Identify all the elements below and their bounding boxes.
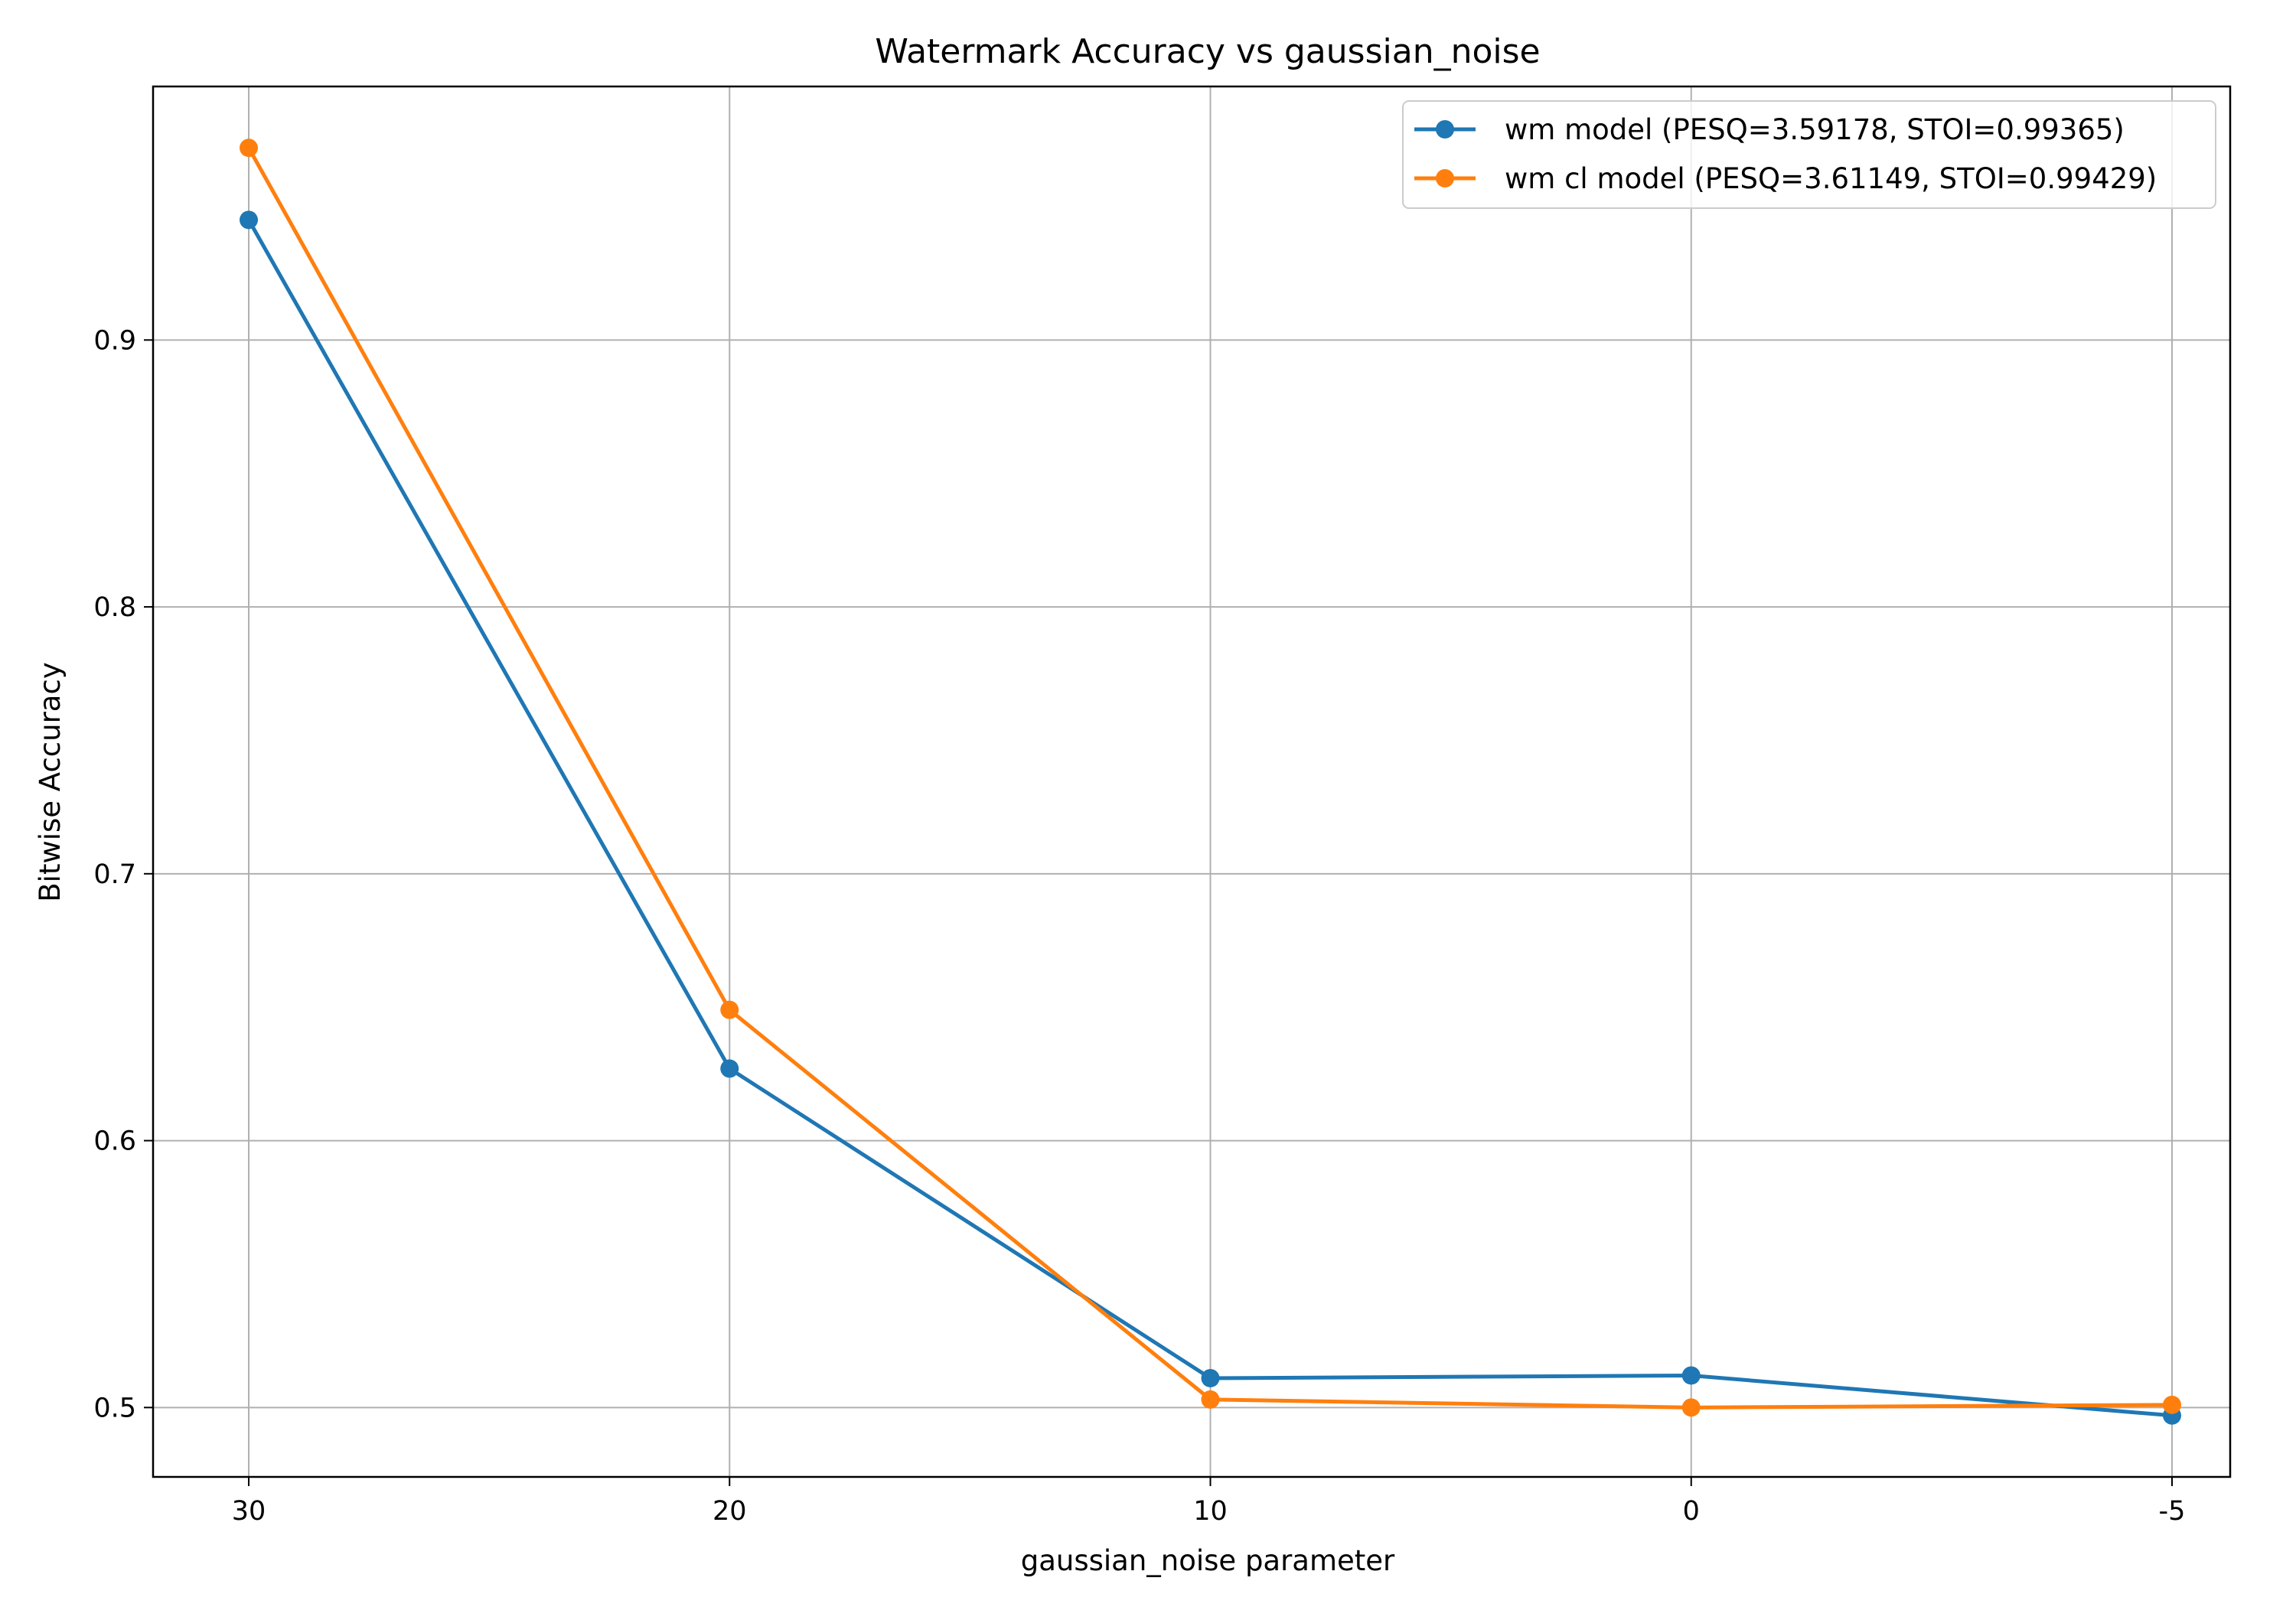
legend-marker [1436, 169, 1454, 187]
data-point [1681, 1366, 1701, 1385]
y-tick-label: 0.8 [93, 592, 136, 623]
legend-entry-1: wm model (PESQ=3.59178, STOI=0.99365) [1414, 113, 2125, 146]
x-tick-label: -5 [2159, 1496, 2186, 1527]
x-axis: 30 20 10 0 -5 [232, 1477, 2186, 1527]
legend-marker [1436, 120, 1454, 139]
y-axis-label: Bitwise Accuracy [34, 662, 67, 901]
data-point [1681, 1398, 1701, 1417]
legend-entry-2: wm cl model (PESQ=3.61149, STOI=0.99429) [1414, 162, 2157, 195]
x-tick-label: 20 [713, 1496, 747, 1527]
grid-lines [153, 86, 2230, 1477]
data-point [1201, 1390, 1220, 1409]
y-axis: 0.5 0.6 0.7 0.8 0.9 [93, 325, 153, 1423]
data-point [720, 1059, 739, 1078]
y-tick-label: 0.9 [93, 325, 136, 356]
y-tick-label: 0.6 [93, 1126, 136, 1157]
x-axis-label: gaussian_noise parameter [1021, 1544, 1395, 1577]
plot-area [152, 85, 2232, 1478]
series-layer [240, 139, 2181, 1425]
data-point [2163, 1395, 2181, 1414]
x-tick-label: 30 [232, 1496, 266, 1527]
y-tick-label: 0.7 [93, 859, 136, 890]
chart-title: Watermark Accuracy vs gaussian_noise [875, 32, 1540, 71]
legend-label: wm model (PESQ=3.59178, STOI=0.99365) [1505, 113, 2125, 146]
data-point [240, 210, 258, 230]
legend-frame [1402, 100, 2216, 209]
data-point [1201, 1368, 1220, 1387]
series-2 [240, 139, 2181, 1417]
legend: wm model (PESQ=3.59178, STOI=0.99365) wm … [1402, 100, 2216, 209]
data-point [240, 139, 258, 158]
y-tick-label: 0.5 [93, 1393, 136, 1423]
data-point [720, 1000, 739, 1019]
legend-label: wm cl model (PESQ=3.61149, STOI=0.99429) [1505, 162, 2157, 195]
x-tick-label: 10 [1193, 1496, 1228, 1527]
x-tick-label: 0 [1683, 1496, 1700, 1527]
